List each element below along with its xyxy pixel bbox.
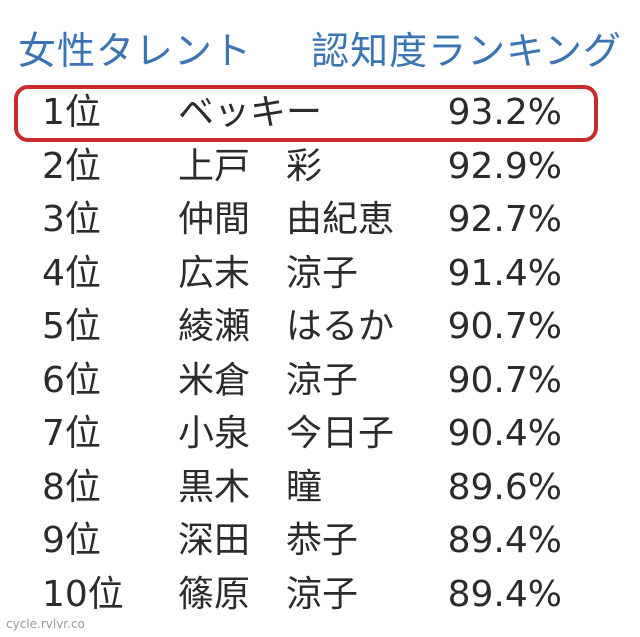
recognition-percent: 92.7% [447,199,562,240]
talent-name: 仲間 由紀恵 [178,199,395,240]
ranking-row-3: 3位 仲間 由紀恵 92.7% [0,193,640,247]
rank-label: 1位 [42,92,101,133]
rank-label: 5位 [42,306,101,347]
ranking-row-9: 9位 深田 恭子 89.4% [0,514,640,568]
ranking-row-2: 2位 上戸 彩 92.9% [0,140,640,194]
rank-label: 6位 [42,359,101,401]
talent-name: 黒木 瞳 [178,466,323,508]
header: 女性タレント 認知度ランキング [18,26,622,76]
header-category-title: 女性タレント [18,29,253,73]
ranking-row-6: 6位 米倉 涼子 90.7% [0,354,640,408]
talent-name: 深田 恭子 [178,520,359,561]
recognition-percent: 90.4% [447,413,562,454]
talent-name: 篠原 涼子 [178,573,359,615]
ranking-row-5: 5位 綾瀬 はるか 90.7% [0,300,640,354]
rank-label: 7位 [42,413,101,454]
ranking-row-7: 7位 小泉 今日子 90.4% [0,407,640,461]
recognition-percent: 92.9% [447,145,562,187]
ranking-row-8: 8位 黒木 瞳 89.6% [0,461,640,515]
recognition-percent: 91.4% [447,252,562,294]
recognition-percent: 93.2% [447,92,562,133]
talent-name: 上戸 彩 [178,145,323,187]
recognition-percent: 90.7% [447,306,562,347]
talent-name: ベッキー [178,92,323,133]
recognition-percent: 89.4% [447,573,562,615]
ranking-list: 1位 ベッキー 93.2% 2位 上戸 彩 92.9% 3位 仲間 由紀恵 92… [0,86,640,621]
talent-name: 広末 涼子 [178,252,359,294]
ranking-row-4: 4位 広末 涼子 91.4% [0,247,640,301]
recognition-percent: 90.7% [447,359,562,401]
rank-label: 9位 [42,520,101,561]
rank-label: 8位 [42,466,101,508]
rank-label: 10位 [42,573,124,615]
top-rank-highlight [14,85,598,142]
header-ranking-title: 認知度ランキング [311,29,622,73]
rank-label: 4位 [42,252,101,294]
ranking-row-10: 10位 篠原 涼子 89.4% [0,568,640,622]
recognition-percent: 89.6% [447,466,562,508]
talent-name: 米倉 涼子 [178,359,359,401]
ranking-row-1: 1位 ベッキー 93.2% [0,86,640,140]
talent-name: 綾瀬 はるか [178,306,395,347]
recognition-percent: 89.4% [447,520,562,561]
rank-label: 3位 [42,199,101,240]
rank-label: 2位 [42,145,101,187]
talent-name: 小泉 今日子 [178,413,395,454]
watermark: cycle.rvlvr.co [6,617,85,631]
